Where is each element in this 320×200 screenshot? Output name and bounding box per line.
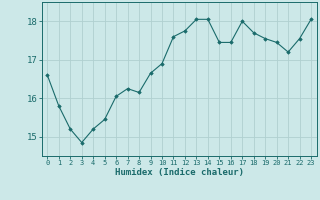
X-axis label: Humidex (Indice chaleur): Humidex (Indice chaleur): [115, 168, 244, 177]
